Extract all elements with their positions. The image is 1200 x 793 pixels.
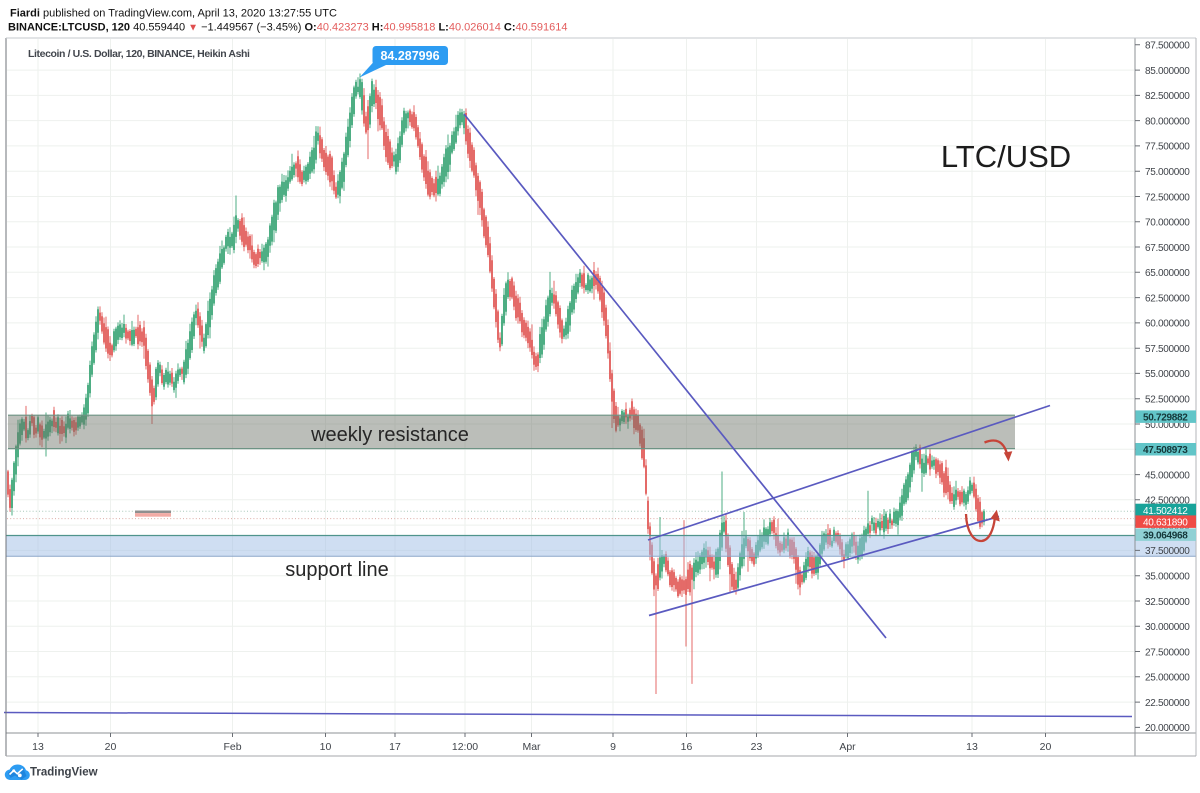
svg-text:62.500000: 62.500000: [1145, 293, 1190, 304]
svg-text:20: 20: [1040, 741, 1052, 753]
svg-text:40.631890: 40.631890: [1143, 518, 1188, 529]
svg-text:Apr: Apr: [839, 741, 856, 753]
svg-text:32.500000: 32.500000: [1145, 597, 1190, 608]
svg-text:77.500000: 77.500000: [1145, 142, 1190, 153]
svg-text:Feb: Feb: [223, 741, 241, 753]
svg-text:50.000000: 50.000000: [1145, 420, 1190, 431]
svg-text:65.000000: 65.000000: [1145, 268, 1190, 279]
svg-text:67.500000: 67.500000: [1145, 243, 1190, 254]
svg-text:20: 20: [105, 741, 117, 753]
svg-text:16: 16: [681, 741, 693, 753]
svg-text:22.500000: 22.500000: [1145, 698, 1190, 709]
svg-text:52.500000: 52.500000: [1145, 395, 1190, 406]
svg-text:27.500000: 27.500000: [1145, 647, 1190, 658]
svg-text:60.000000: 60.000000: [1145, 319, 1190, 330]
svg-text:BINANCE:LTCUSD, 120 40.559440: BINANCE:LTCUSD, 120 40.559440 ▼ −1.44956…: [8, 22, 568, 34]
svg-text:85.000000: 85.000000: [1145, 66, 1190, 77]
svg-text:45.000000: 45.000000: [1145, 470, 1190, 481]
svg-text:support line: support line: [285, 559, 388, 581]
svg-text:42.500000: 42.500000: [1145, 496, 1190, 507]
svg-text:84.287996: 84.287996: [380, 49, 439, 63]
svg-text:57.500000: 57.500000: [1145, 344, 1190, 355]
svg-text:70.000000: 70.000000: [1145, 218, 1190, 229]
svg-text:75.000000: 75.000000: [1145, 167, 1190, 178]
svg-text:9: 9: [610, 741, 616, 753]
svg-text:17: 17: [389, 741, 401, 753]
svg-text:13: 13: [32, 741, 44, 753]
svg-text:Mar: Mar: [522, 741, 541, 753]
svg-text:82.500000: 82.500000: [1145, 91, 1190, 102]
svg-text:37.500000: 37.500000: [1145, 546, 1190, 557]
svg-text:TradingView: TradingView: [30, 767, 98, 779]
svg-text:20.000000: 20.000000: [1145, 723, 1190, 734]
svg-text:35.000000: 35.000000: [1145, 572, 1190, 583]
svg-text:39.064968: 39.064968: [1143, 531, 1188, 542]
svg-text:47.508973: 47.508973: [1143, 445, 1188, 456]
svg-text:12:00: 12:00: [452, 741, 478, 753]
svg-text:30.000000: 30.000000: [1145, 622, 1190, 633]
svg-text:10: 10: [320, 741, 332, 753]
svg-text:87.500000: 87.500000: [1145, 41, 1190, 52]
svg-text:50.729882: 50.729882: [1143, 413, 1188, 424]
svg-text:13: 13: [966, 741, 978, 753]
svg-text:41.502412: 41.502412: [1143, 506, 1188, 517]
svg-text:23: 23: [751, 741, 763, 753]
svg-text:LTC/USD: LTC/USD: [941, 139, 1071, 174]
svg-text:55.000000: 55.000000: [1145, 369, 1190, 380]
svg-text:72.500000: 72.500000: [1145, 192, 1190, 203]
svg-text:weekly resistance: weekly resistance: [310, 424, 469, 446]
svg-text:80.000000: 80.000000: [1145, 116, 1190, 127]
svg-text:25.000000: 25.000000: [1145, 673, 1190, 684]
svg-text:Litecoin / U.S. Dollar, 120, B: Litecoin / U.S. Dollar, 120, BINANCE, He…: [28, 48, 250, 60]
svg-text:Fiardi published on TradingVie: Fiardi published on TradingView.com, Apr…: [10, 8, 337, 20]
